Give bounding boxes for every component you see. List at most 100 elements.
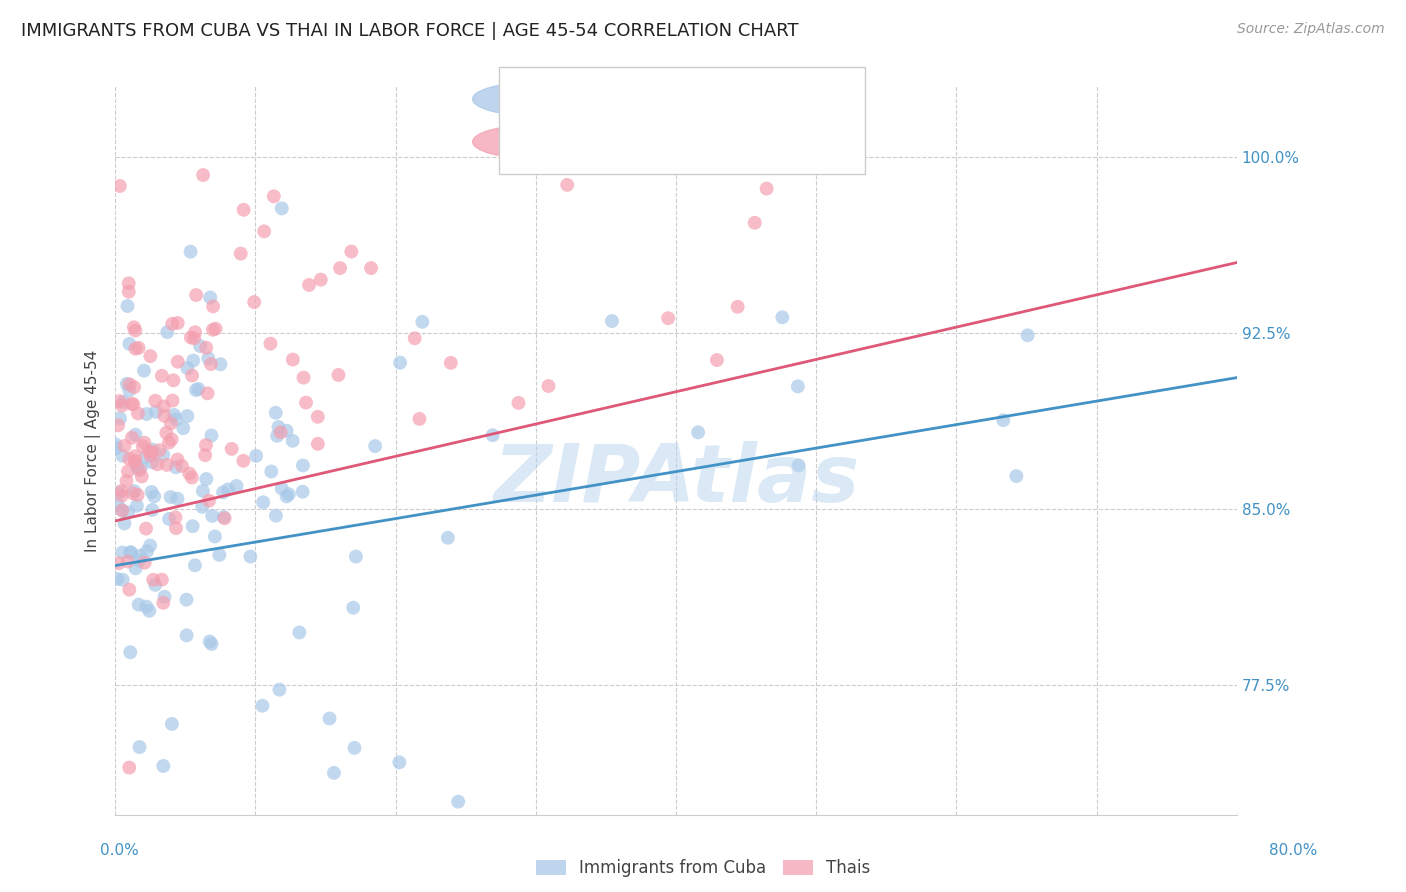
Point (124, 342, 146, 356)
Point (118, 451, 141, 466)
Point (176, 409, 198, 423)
Point (389, 356, 412, 370)
Point (252, 698, 274, 713)
Text: IMMIGRANTS FROM CUBA VS THAI IN LABOR FORCE | AGE 45-54 CORRELATION CHART: IMMIGRANTS FROM CUBA VS THAI IN LABOR FO… (21, 22, 799, 40)
Point (136, 544, 159, 558)
Point (291, 484, 314, 499)
Point (127, 407, 149, 421)
Point (229, 246, 252, 260)
Point (342, 600, 364, 615)
Text: R =: R = (568, 132, 612, 152)
Point (153, 409, 176, 423)
Point (184, 325, 207, 339)
Point (328, 368, 350, 382)
Point (259, 336, 281, 351)
Point (181, 519, 204, 533)
Point (141, 442, 163, 457)
Point (111, 545, 134, 559)
Point (143, 393, 166, 408)
Point (217, 483, 239, 497)
Point (105, 572, 128, 586)
Point (204, 322, 226, 336)
Point (115, 376, 138, 391)
Point (170, 458, 193, 473)
Point (131, 469, 153, 483)
Point (118, 384, 141, 398)
Point (118, 277, 141, 291)
Point (770, 310, 793, 325)
Point (152, 448, 174, 462)
Point (131, 439, 153, 453)
Point (165, 412, 187, 426)
Point (295, 395, 318, 409)
Point (117, 299, 139, 313)
Point (208, 548, 231, 562)
Point (180, 330, 202, 344)
Point (108, 411, 131, 425)
Point (107, 556, 129, 570)
Point (153, 590, 176, 604)
Point (132, 364, 155, 378)
Point (307, 409, 329, 424)
Point (118, 761, 141, 775)
Point (143, 490, 166, 504)
Point (165, 510, 187, 524)
Point (263, 189, 285, 203)
Point (408, 412, 430, 426)
Point (110, 483, 132, 498)
Point (108, 394, 131, 409)
Point (128, 463, 150, 477)
Text: 0.390: 0.390 (620, 89, 682, 109)
Point (135, 407, 157, 421)
Point (122, 397, 145, 411)
Text: R =: R = (568, 89, 612, 109)
Point (127, 488, 149, 502)
Point (727, 300, 749, 314)
Point (122, 380, 145, 394)
Point (281, 352, 304, 367)
Point (128, 740, 150, 755)
Point (146, 457, 169, 471)
Point (120, 645, 142, 659)
Point (260, 465, 283, 479)
Point (117, 554, 139, 568)
Point (129, 460, 152, 475)
Point (201, 323, 224, 337)
Text: 0.0%: 0.0% (100, 843, 139, 858)
Point (343, 740, 366, 755)
Point (555, 178, 578, 192)
Point (411, 315, 433, 329)
Point (447, 795, 470, 809)
Point (239, 549, 262, 564)
Point (138, 604, 160, 618)
Point (162, 317, 184, 331)
Point (481, 428, 503, 442)
Point (121, 486, 143, 500)
Point (181, 368, 204, 383)
Text: 80.0%: 80.0% (1270, 843, 1317, 858)
Circle shape (472, 82, 596, 116)
Point (145, 405, 167, 419)
Point (135, 522, 157, 536)
Point (688, 425, 710, 440)
Point (186, 288, 208, 302)
Point (118, 582, 141, 597)
Point (197, 386, 219, 401)
Point (191, 483, 214, 498)
Point (253, 224, 276, 238)
Point (166, 452, 188, 467)
Text: 122: 122 (754, 89, 794, 109)
Point (166, 316, 188, 330)
Point (111, 449, 134, 463)
Point (188, 339, 211, 353)
Point (120, 545, 142, 559)
Point (200, 637, 222, 651)
Point (117, 505, 139, 519)
Point (204, 529, 226, 543)
Point (176, 592, 198, 607)
Point (318, 711, 340, 725)
Point (195, 341, 218, 355)
Point (129, 549, 152, 563)
Point (364, 439, 387, 453)
Point (134, 556, 156, 570)
